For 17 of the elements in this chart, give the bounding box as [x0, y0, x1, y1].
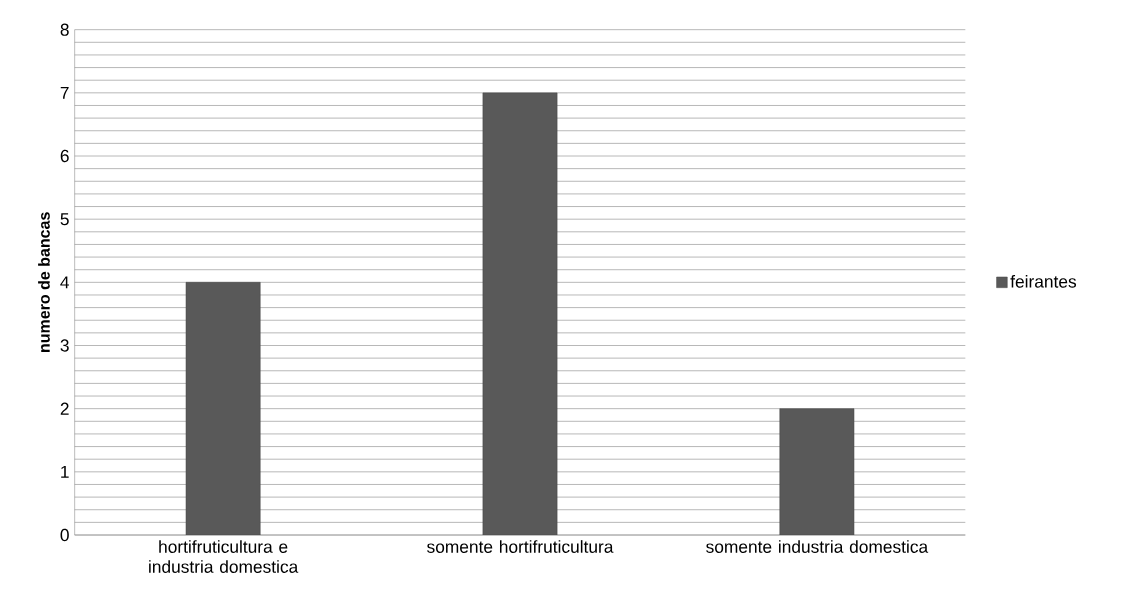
legend-label: feirantes: [1010, 274, 1077, 288]
bar: [482, 92, 558, 535]
x-tick-label: somente hortifruticultura: [427, 540, 614, 553]
y-tick-label: 2: [60, 402, 69, 415]
y-tick-label: 6: [60, 149, 69, 163]
y-tick-label: 4: [60, 276, 70, 289]
y-tick-label: 5: [60, 213, 69, 226]
y-axis-title: numero de bancas: [38, 212, 50, 352]
x-tick-label: somente industria domestica: [706, 540, 929, 553]
y-tick-label: 7: [60, 86, 69, 99]
y-tick-label: 1: [61, 465, 69, 478]
y-tick-label: 0: [60, 528, 69, 542]
bar: [779, 408, 855, 535]
x-tick-label: hortifruticultura e industria domestica: [149, 540, 299, 573]
bar: [185, 282, 261, 535]
y-tick-label: 3: [60, 339, 69, 352]
y-tick-label: 8: [60, 23, 69, 36]
